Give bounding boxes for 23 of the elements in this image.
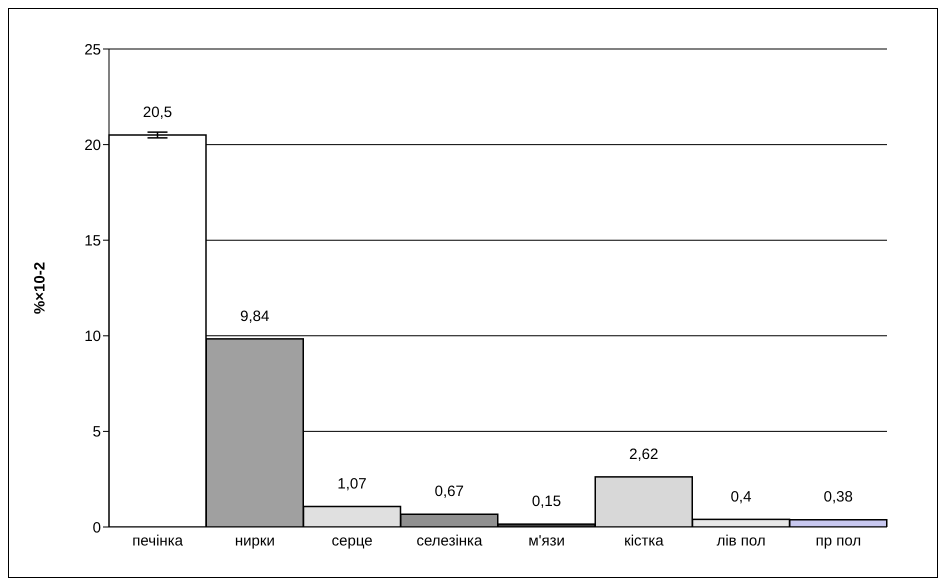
data-label: 20,5 [142, 104, 172, 122]
y-tick-label: 15 [84, 232, 101, 250]
y-tick-label: 0 [92, 519, 101, 536]
x-tick-label: кістка [624, 532, 664, 550]
y-tick-label: 5 [92, 424, 101, 441]
y-axis-title: %×10-2 [31, 262, 48, 314]
data-label: 2,62 [629, 446, 658, 463]
data-label: 1,07 [337, 476, 367, 493]
x-tick-label: нирки [234, 532, 275, 550]
data-label: 0,4 [730, 488, 752, 506]
x-tick-label: м'язи [528, 532, 565, 550]
data-label: 0,67 [434, 483, 464, 500]
x-tick-label: селезінка [416, 532, 483, 550]
x-tick-label: серце [332, 532, 373, 550]
x-tick-label: лів пол [716, 532, 766, 550]
y-tick-label: 10 [84, 328, 101, 346]
data-label: 0,15 [532, 493, 562, 510]
x-tick-label: печінка [132, 532, 184, 550]
y-tick-label: 20 [84, 136, 101, 154]
data-label: 0,38 [824, 488, 853, 506]
data-label: 9,84 [240, 308, 270, 325]
y-tick-label: 25 [84, 41, 101, 58]
x-tick-label: пр пол [816, 532, 862, 550]
